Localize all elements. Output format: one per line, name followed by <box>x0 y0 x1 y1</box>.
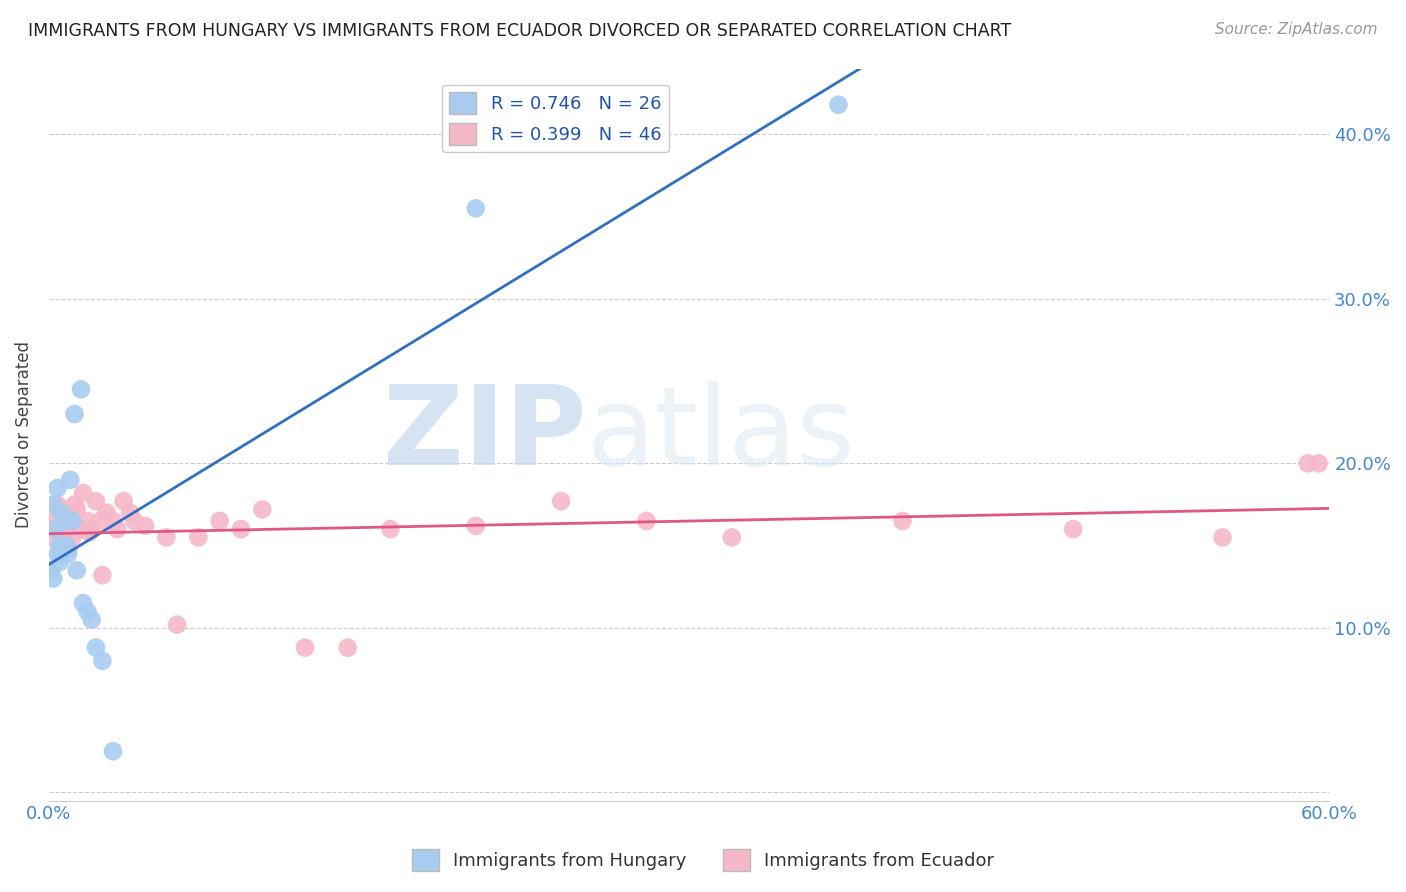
Point <box>76 604 98 618</box>
Point <box>134 519 156 533</box>
Point <box>51 522 73 536</box>
Point <box>66 502 89 516</box>
Point <box>72 596 94 610</box>
Point <box>48 539 70 553</box>
Legend: R = 0.746   N = 26, R = 0.399   N = 46: R = 0.746 N = 26, R = 0.399 N = 46 <box>441 85 669 153</box>
Legend: Immigrants from Hungary, Immigrants from Ecuador: Immigrants from Hungary, Immigrants from… <box>405 842 1001 879</box>
Point <box>1212 530 1234 544</box>
Text: IMMIGRANTS FROM HUNGARY VS IMMIGRANTS FROM ECUADOR DIVORCED OR SEPARATED CORRELA: IMMIGRANTS FROM HUNGARY VS IMMIGRANTS FR… <box>28 22 1011 40</box>
Point <box>63 407 86 421</box>
Point <box>55 539 77 553</box>
Point <box>52 514 75 528</box>
Point <box>44 522 66 536</box>
Point <box>79 525 101 540</box>
Point <box>101 744 124 758</box>
Point <box>105 522 128 536</box>
Point <box>96 506 118 520</box>
Point <box>827 97 849 112</box>
Point <box>1062 522 1084 536</box>
Point <box>44 508 66 523</box>
Point <box>48 502 70 516</box>
Point <box>1308 456 1330 470</box>
Point <box>70 522 93 536</box>
Text: atlas: atlas <box>586 381 855 488</box>
Point <box>1296 456 1319 470</box>
Point <box>84 494 107 508</box>
Point <box>891 514 914 528</box>
Point <box>166 617 188 632</box>
Point <box>70 382 93 396</box>
Point <box>252 502 274 516</box>
Point <box>55 539 77 553</box>
Point <box>84 640 107 655</box>
Point <box>62 530 84 544</box>
Point <box>380 522 402 536</box>
Point <box>51 506 73 520</box>
Point <box>89 514 111 528</box>
Point <box>59 514 82 528</box>
Point <box>91 654 114 668</box>
Point <box>63 498 86 512</box>
Point <box>62 514 84 528</box>
Point <box>720 530 742 544</box>
Point <box>56 547 79 561</box>
Y-axis label: Divorced or Separated: Divorced or Separated <box>15 341 32 528</box>
Point <box>464 202 486 216</box>
Point <box>48 555 70 569</box>
Point <box>39 563 62 577</box>
Point <box>112 494 135 508</box>
Point <box>187 530 209 544</box>
Text: ZIP: ZIP <box>384 381 586 488</box>
Point <box>101 514 124 528</box>
Point <box>56 541 79 556</box>
Point <box>46 547 69 561</box>
Point <box>42 498 65 512</box>
Point <box>39 530 62 544</box>
Point <box>46 481 69 495</box>
Point <box>294 640 316 655</box>
Point <box>46 498 69 512</box>
Point <box>120 506 142 520</box>
Point <box>52 530 75 544</box>
Point <box>550 494 572 508</box>
Point <box>80 522 103 536</box>
Point <box>76 514 98 528</box>
Point <box>66 563 89 577</box>
Point <box>636 514 658 528</box>
Point <box>42 522 65 536</box>
Text: Source: ZipAtlas.com: Source: ZipAtlas.com <box>1215 22 1378 37</box>
Point <box>59 473 82 487</box>
Point <box>51 547 73 561</box>
Point <box>80 613 103 627</box>
Point <box>42 572 65 586</box>
Point <box>229 522 252 536</box>
Point <box>336 640 359 655</box>
Point <box>155 530 177 544</box>
Point <box>91 568 114 582</box>
Point <box>72 486 94 500</box>
Point <box>208 514 231 528</box>
Point <box>464 519 486 533</box>
Point <box>124 514 146 528</box>
